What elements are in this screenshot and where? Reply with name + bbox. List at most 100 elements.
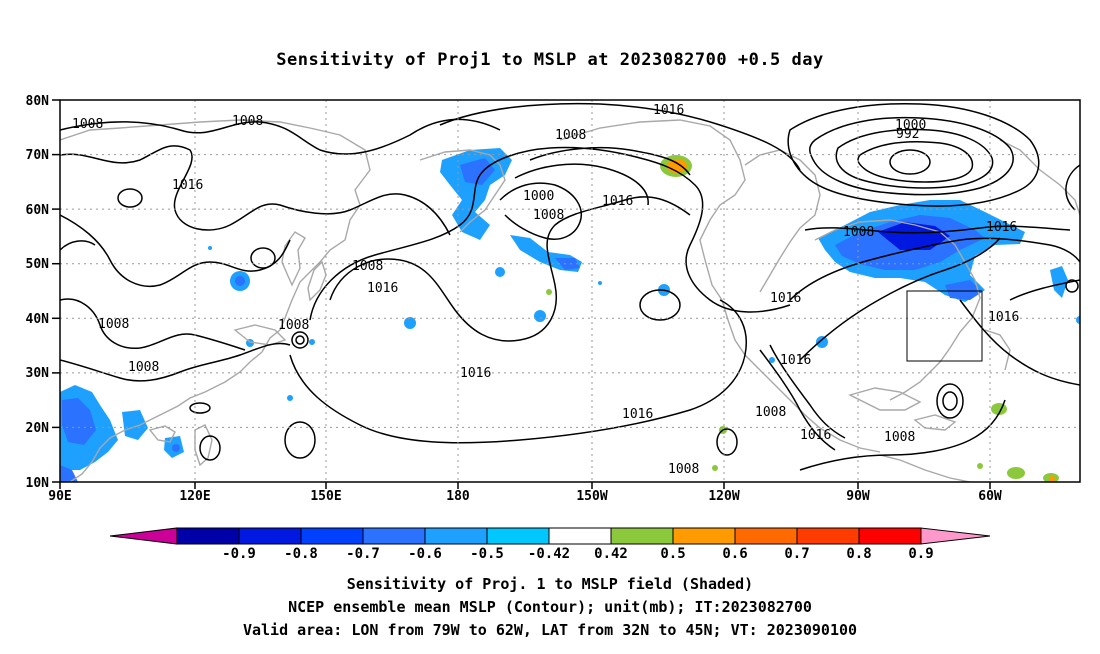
shade-blob (235, 276, 245, 286)
contour-line (769, 344, 846, 439)
shade-blob (287, 395, 293, 401)
colorbar-cell (362, 527, 426, 545)
contour-label: 1008 (755, 405, 786, 420)
contour-line (716, 428, 738, 456)
coastline (194, 424, 213, 467)
shade-blob (534, 310, 546, 322)
contour-label: 1008 (352, 259, 383, 274)
contour-line (329, 196, 691, 342)
contour-line (889, 149, 931, 175)
contour-label: 1016 (602, 194, 633, 209)
colorbar-end-high (920, 527, 991, 545)
colorbar-cell (300, 527, 364, 545)
contour-line (289, 299, 747, 444)
colorbar-label: 0.9 (908, 546, 933, 562)
contour-line (514, 163, 649, 206)
shade-blob (62, 398, 96, 445)
contour-line (284, 421, 316, 459)
shade-blob (460, 158, 495, 185)
contour-line (835, 128, 994, 189)
shade-blob (769, 357, 775, 363)
coastline (913, 414, 957, 431)
coastline (999, 139, 1080, 216)
contour-line (799, 237, 1001, 361)
shade-blob (598, 281, 602, 285)
coastline (744, 149, 821, 293)
shade-blob (1076, 316, 1080, 324)
coastline (307, 260, 327, 302)
plot-frame (59, 99, 1081, 483)
contour-line (199, 435, 221, 461)
contour-label: 1008 (128, 360, 159, 375)
colorbar-cell (238, 527, 302, 545)
coastline (848, 387, 922, 411)
coastline (984, 329, 1011, 371)
colorbar-cell (672, 527, 736, 545)
mslp-contours (60, 102, 1080, 471)
contour-label: 1008 (533, 208, 564, 223)
contour-label: 1016 (622, 407, 653, 422)
lon-label: 120E (179, 489, 210, 504)
coastline (879, 454, 971, 482)
lon-label: 90E (48, 489, 71, 504)
shade-blob (945, 280, 982, 300)
contour-label: 1008 (72, 117, 103, 132)
coastlines (60, 119, 1080, 482)
gridlines (60, 100, 1080, 482)
lon-label: 150W (576, 489, 607, 504)
lon-label: 150E (310, 489, 341, 504)
shade-blob (816, 336, 828, 348)
contour-line (857, 141, 974, 183)
colorbar-cell (610, 527, 674, 545)
contour-label: 1016 (800, 428, 831, 443)
contour-line (60, 145, 451, 236)
contour-label: 1016 (367, 281, 398, 296)
coastline (559, 119, 881, 453)
shade-blob (1049, 476, 1055, 482)
contour-label: 1016 (460, 366, 491, 381)
contour-line (942, 391, 958, 411)
colorbar-cells (176, 527, 922, 545)
contour-line (787, 102, 1040, 207)
contour-line (789, 237, 1080, 301)
contour-label: 1008 (668, 462, 699, 477)
lat-axis-labels: 80N 70N 60N 50N 40N 30N 20N 10N (26, 94, 50, 491)
lon-label: 60W (978, 489, 1002, 504)
contour-label: 1008 (98, 317, 129, 332)
colorbar-cell (858, 527, 922, 545)
contour-label: 1000 (523, 189, 554, 204)
contour-label: 1008 (884, 430, 915, 445)
contour-line (117, 188, 143, 208)
lat-label: 50N (26, 257, 50, 272)
contour-label: 992 (896, 127, 919, 142)
shade-blob (546, 289, 552, 295)
contour-line (295, 335, 305, 345)
colorbar-labels: -0.9 -0.8 -0.7 -0.6 -0.5 -0.42 0.42 0.5 0.6 0.7 0.… (222, 546, 934, 562)
contour-label: 1016 (986, 220, 1017, 235)
sensitivity-shading (60, 148, 1080, 482)
contour-label: 1008 (843, 225, 874, 240)
contour-label: 1008 (555, 128, 586, 143)
lon-label: 120W (708, 489, 739, 504)
coastline (233, 324, 287, 346)
axis-ticks (52, 99, 991, 489)
contour-label: 1016 (780, 353, 811, 368)
shade-blob (1007, 467, 1025, 479)
colorbar: -0.9 -0.8 -0.7 -0.6 -0.5 -0.42 0.42 0.5 0.6 0.7 0.… (109, 527, 991, 562)
contour-line (439, 102, 801, 171)
lat-label: 10N (26, 476, 50, 491)
shade-blob (667, 159, 687, 173)
contour-line (60, 298, 246, 351)
lat-label: 40N (26, 312, 50, 327)
valid-area-box (906, 290, 983, 362)
shade-blob (878, 222, 950, 250)
contour-line (639, 289, 681, 321)
contour-line (936, 383, 964, 419)
coastline (419, 149, 506, 233)
shade-blob (1050, 266, 1068, 298)
colorbar-label: -0.5 (470, 546, 504, 562)
lon-label: 90W (846, 489, 870, 504)
contour-line (250, 247, 276, 269)
